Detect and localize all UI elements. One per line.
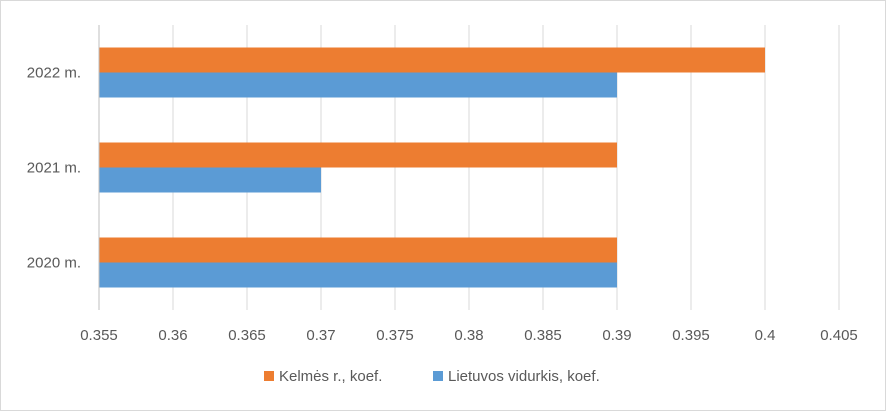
bar-lietuvos-2022 [99, 72, 617, 98]
bar-kelmes-2020 [99, 237, 617, 263]
legend-label-kelmes: Kelmės r., koef. [279, 368, 382, 385]
y-category-label: 2022 m. [27, 65, 81, 82]
axes: 0.355 0.36 0.365 0.37 0.375 0.38 0.385 0.39 0.39… [27, 25, 858, 344]
x-tick-label: 0.37 [306, 327, 335, 344]
bars [99, 47, 765, 288]
legend-swatch-kelmes [264, 371, 274, 381]
bar-lietuvos-2021 [99, 167, 321, 193]
x-tick-label: 0.385 [524, 327, 562, 344]
x-tick-label: 0.365 [228, 327, 266, 344]
x-tick-label: 0.375 [376, 327, 414, 344]
x-tick-label: 0.39 [602, 327, 631, 344]
bar-lietuvos-2020 [99, 262, 617, 288]
legend-swatch-lietuvos [433, 371, 443, 381]
x-tick-label: 0.405 [820, 327, 858, 344]
x-tick-label: 0.38 [454, 327, 483, 344]
y-category-label: 2021 m. [27, 160, 81, 177]
y-category-label: 2020 m. [27, 255, 81, 272]
x-tick-label: 0.36 [158, 327, 187, 344]
x-tick-label: 0.4 [755, 327, 776, 344]
bar-kelmes-2021 [99, 142, 617, 168]
bar-kelmes-2022 [99, 47, 765, 73]
legend-label-lietuvos: Lietuvos vidurkis, koef. [448, 368, 600, 385]
x-tick-label: 0.395 [672, 327, 710, 344]
x-tick-label: 0.355 [80, 327, 118, 344]
legend: Kelmės r., koef. Lietuvos vidurkis, koef. [264, 368, 600, 385]
